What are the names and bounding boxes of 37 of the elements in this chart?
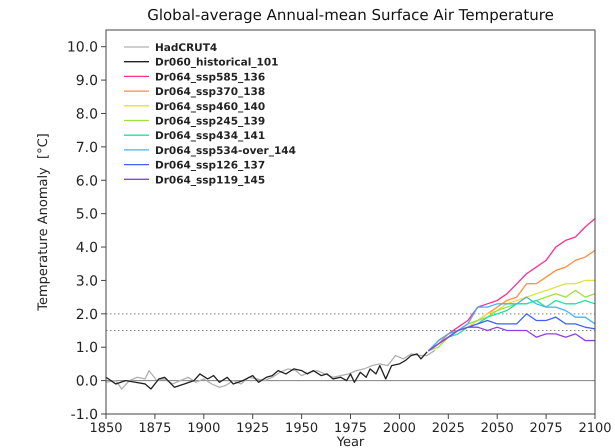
x-tick-label: 2025 [432,421,465,436]
legend-label: Dr064_ssp119_145 [155,174,266,186]
x-tick-label: 1850 [89,421,123,436]
legend-label: Dr064_ssp370_138 [155,86,266,98]
y-axis-title: Temperature Anomaly [°C] [36,133,51,312]
x-tick-label: 2000 [382,421,416,436]
legend-label: Dr064_ssp126_137 [155,160,266,172]
legend-label: HadCRUT4 [155,42,218,54]
y-tick-label: 0.0 [76,374,98,390]
x-tick-label: 1900 [187,421,220,436]
x-tick-label: 1950 [285,421,318,436]
x-tick-label: 2050 [480,421,514,436]
y-tick-label: 4.0 [76,240,98,256]
legend-label: Dr064_ssp245_139 [155,116,266,128]
x-tick-label: 1925 [236,421,270,436]
legend-label: Dr064_ssp585_136 [155,71,266,84]
x-tick-label: 1975 [334,421,368,436]
y-tick-label: 9.0 [76,73,98,90]
y-tick-label: 7.0 [76,140,98,156]
x-tick-label: 2100 [578,421,612,436]
x-tick-label: 2075 [530,421,563,436]
legend-label: Dr060_historical_101 [155,56,278,69]
y-tick-label: 1.0 [76,340,98,356]
x-tick-label: 1875 [138,421,172,436]
legend-label: Dr064_ssp534-over_144 [155,144,296,157]
legend-label: Dr064_ssp434_141 [155,130,266,142]
y-tick-label: -1.0 [70,407,98,423]
y-tick-label: 8.0 [76,106,98,122]
x-axis-title: Year [336,435,365,448]
y-tick-label: 3.0 [76,273,98,290]
y-tick-label: 5.0 [76,206,98,223]
chart-title: Global-average Annual-mean Surface Air Temperature [147,6,554,24]
y-tick-label: 10.0 [66,40,98,56]
line-series [428,326,596,352]
legend-label: Dr064_ssp460_140 [155,100,266,113]
y-tick-label: 2.0 [76,306,98,323]
y-tick-label: 6.0 [76,173,98,190]
